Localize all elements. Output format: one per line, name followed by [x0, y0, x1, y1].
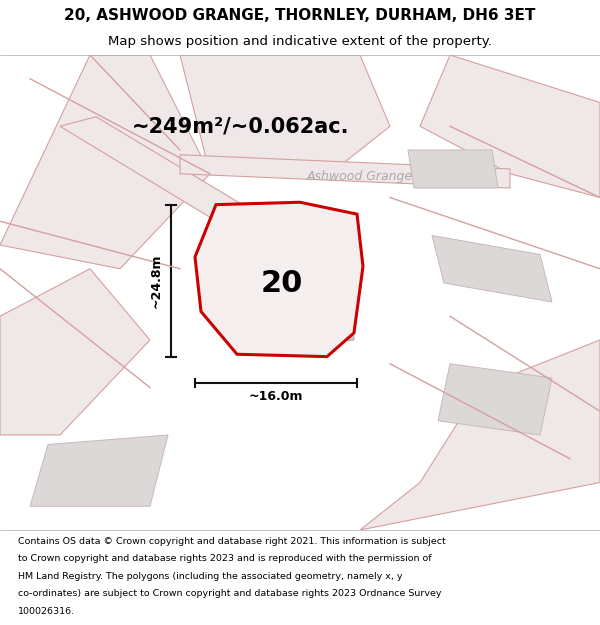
Polygon shape — [408, 150, 498, 188]
Text: ~249m²/~0.062ac.: ~249m²/~0.062ac. — [131, 116, 349, 136]
Polygon shape — [180, 55, 390, 174]
Polygon shape — [60, 117, 270, 236]
Text: 100026316.: 100026316. — [18, 607, 75, 616]
Polygon shape — [0, 55, 210, 269]
Polygon shape — [438, 364, 552, 435]
Text: HM Land Registry. The polygons (including the associated geometry, namely x, y: HM Land Registry. The polygons (includin… — [18, 572, 403, 581]
Text: 20: 20 — [261, 269, 303, 298]
Polygon shape — [420, 55, 600, 198]
Text: Contains OS data © Crown copyright and database right 2021. This information is : Contains OS data © Crown copyright and d… — [18, 537, 446, 546]
Text: ~24.8m: ~24.8m — [149, 253, 163, 308]
Text: 20, ASHWOOD GRANGE, THORNLEY, DURHAM, DH6 3ET: 20, ASHWOOD GRANGE, THORNLEY, DURHAM, DH… — [64, 8, 536, 23]
Text: to Crown copyright and database rights 2023 and is reproduced with the permissio: to Crown copyright and database rights 2… — [18, 554, 431, 563]
Polygon shape — [0, 269, 150, 435]
Polygon shape — [195, 202, 363, 357]
Text: Ashwood Grange: Ashwood Grange — [307, 169, 413, 182]
Polygon shape — [30, 435, 168, 506]
Text: Map shows position and indicative extent of the property.: Map shows position and indicative extent… — [108, 35, 492, 48]
Text: co-ordinates) are subject to Crown copyright and database rights 2023 Ordnance S: co-ordinates) are subject to Crown copyr… — [18, 589, 442, 598]
Polygon shape — [228, 283, 354, 349]
Text: ~16.0m: ~16.0m — [249, 389, 303, 402]
Polygon shape — [360, 340, 600, 530]
Polygon shape — [432, 236, 552, 302]
Polygon shape — [180, 155, 510, 188]
